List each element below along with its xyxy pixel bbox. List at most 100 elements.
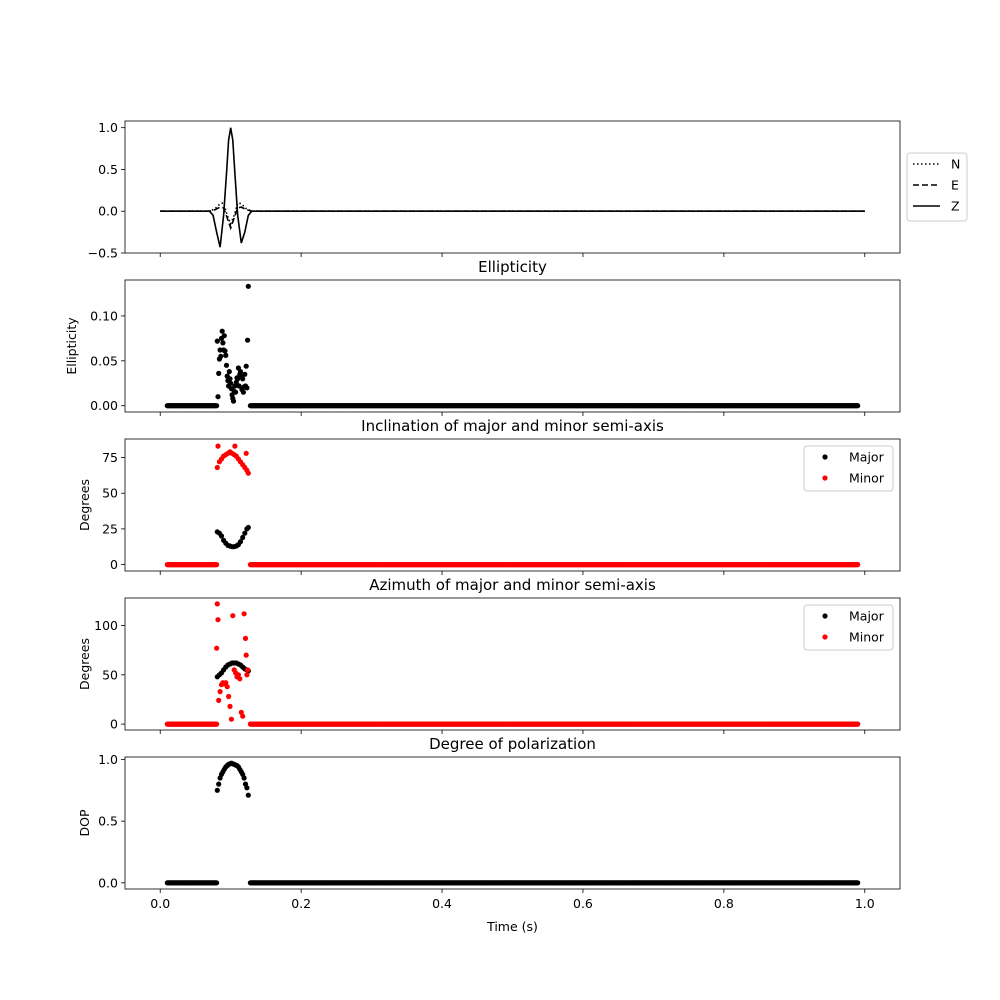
data-point bbox=[230, 398, 237, 404]
y-tick-label: 50 bbox=[102, 667, 118, 682]
series-line-N bbox=[160, 201, 865, 226]
data-point bbox=[238, 709, 244, 715]
plot-frame bbox=[124, 438, 901, 572]
legend-marker bbox=[822, 634, 828, 640]
data-point bbox=[214, 601, 220, 607]
data-point bbox=[245, 283, 251, 289]
y-tick-label: 0.00 bbox=[90, 398, 118, 413]
data-point bbox=[214, 721, 220, 727]
data-point bbox=[230, 613, 236, 619]
x-tick-label: 0.6 bbox=[573, 896, 593, 911]
data-point bbox=[228, 716, 234, 722]
series-Major bbox=[214, 524, 251, 550]
data-point bbox=[855, 403, 861, 409]
data-point bbox=[215, 394, 221, 400]
series-Minor bbox=[214, 443, 251, 476]
legend-label: Minor bbox=[849, 630, 885, 645]
data-point bbox=[221, 333, 227, 339]
y-tick-label: 100 bbox=[94, 618, 118, 633]
data-point bbox=[237, 676, 243, 682]
data-point bbox=[214, 403, 220, 409]
data-point bbox=[242, 530, 248, 536]
panel-5: Degree of polarization 0.0 0.2 0.4 0.6 0.8 1.0… bbox=[77, 735, 901, 934]
data-point bbox=[222, 348, 228, 354]
y-axis-label: Ellipticity bbox=[64, 317, 79, 375]
data-point bbox=[214, 464, 220, 471]
data-point bbox=[214, 562, 220, 568]
y-tick-label: 0.10 bbox=[90, 308, 118, 323]
data-point bbox=[219, 328, 225, 334]
x-tick-label: 0.8 bbox=[714, 896, 734, 911]
data-point bbox=[245, 470, 251, 476]
data-point bbox=[214, 787, 220, 793]
y-tick-label: 75 bbox=[102, 450, 118, 465]
panel-3: Inclination of major and minor semi-axis… bbox=[77, 417, 901, 575]
data-point bbox=[235, 672, 241, 678]
data-point bbox=[245, 667, 251, 673]
data-point bbox=[245, 524, 251, 531]
legend-label: N bbox=[951, 157, 960, 172]
data-point bbox=[214, 645, 220, 651]
baseline-points bbox=[164, 403, 220, 409]
baseline-points bbox=[164, 562, 220, 568]
data-point bbox=[232, 443, 238, 449]
x-tick-label: 0.4 bbox=[432, 896, 452, 911]
baseline-points bbox=[164, 880, 220, 886]
y-axis-label: Degrees bbox=[77, 479, 92, 531]
panel-title: Degree of polarization bbox=[429, 735, 596, 753]
y-tick-label: 50 bbox=[102, 486, 118, 501]
panel-1: −0.5 0.0 0.5 1.0 NEZ bbox=[88, 120, 968, 261]
data-point bbox=[245, 792, 251, 798]
data-point bbox=[223, 362, 230, 368]
data-point bbox=[244, 785, 250, 791]
data-point bbox=[241, 775, 247, 781]
data-point bbox=[243, 652, 249, 658]
panel-2: Ellipticity 0.00 0.05 0.10 Ellipticity bbox=[64, 258, 901, 416]
series-DOP bbox=[214, 760, 251, 798]
plot-frame bbox=[124, 279, 901, 413]
data-point bbox=[218, 353, 224, 359]
y-tick-label: 0.5 bbox=[98, 162, 118, 177]
data-point bbox=[237, 539, 244, 545]
series-Ellipticity bbox=[214, 283, 251, 404]
y-tick-label: 0 bbox=[110, 557, 118, 572]
y-tick-label: 1.0 bbox=[98, 120, 118, 135]
data-point bbox=[244, 385, 250, 391]
data-point bbox=[242, 371, 248, 377]
legend: Major Minor bbox=[803, 445, 894, 492]
plot-frame bbox=[124, 120, 901, 254]
y-tick-label: 0.05 bbox=[90, 353, 118, 368]
data-point bbox=[243, 363, 249, 369]
panel-4: Azimuth of major and minor semi-axis 0 50 1… bbox=[77, 576, 901, 734]
legend: NEZ bbox=[906, 152, 968, 222]
y-axis-label: Degrees bbox=[77, 638, 92, 690]
x-axis-label: Time (s) bbox=[486, 919, 538, 934]
legend-marker bbox=[822, 613, 828, 619]
data-point bbox=[216, 697, 222, 704]
legend-label: E bbox=[951, 178, 959, 193]
data-point bbox=[240, 389, 246, 395]
data-point bbox=[215, 443, 221, 449]
data-point bbox=[223, 680, 229, 686]
data-point bbox=[227, 703, 233, 710]
panel-title: Inclination of major and minor semi-axis bbox=[361, 417, 664, 435]
legend-box bbox=[906, 152, 968, 222]
data-point bbox=[226, 693, 232, 700]
series-Minor bbox=[214, 601, 251, 722]
legend-label: Minor bbox=[849, 471, 885, 486]
series-line-Z bbox=[160, 127, 865, 248]
baseline-points bbox=[247, 562, 861, 568]
baseline-points bbox=[247, 403, 861, 409]
baseline-points bbox=[247, 721, 861, 727]
legend-label: Major bbox=[849, 450, 885, 465]
data-point bbox=[227, 376, 233, 382]
y-tick-label: 0.0 bbox=[98, 204, 118, 219]
panel-title: Azimuth of major and minor semi-axis bbox=[369, 576, 656, 594]
data-point bbox=[216, 781, 222, 787]
data-point bbox=[226, 369, 232, 375]
data-point bbox=[216, 370, 222, 376]
data-point bbox=[243, 450, 249, 456]
x-tick-label: 0.0 bbox=[150, 896, 170, 911]
y-tick-label: 0 bbox=[110, 717, 118, 732]
